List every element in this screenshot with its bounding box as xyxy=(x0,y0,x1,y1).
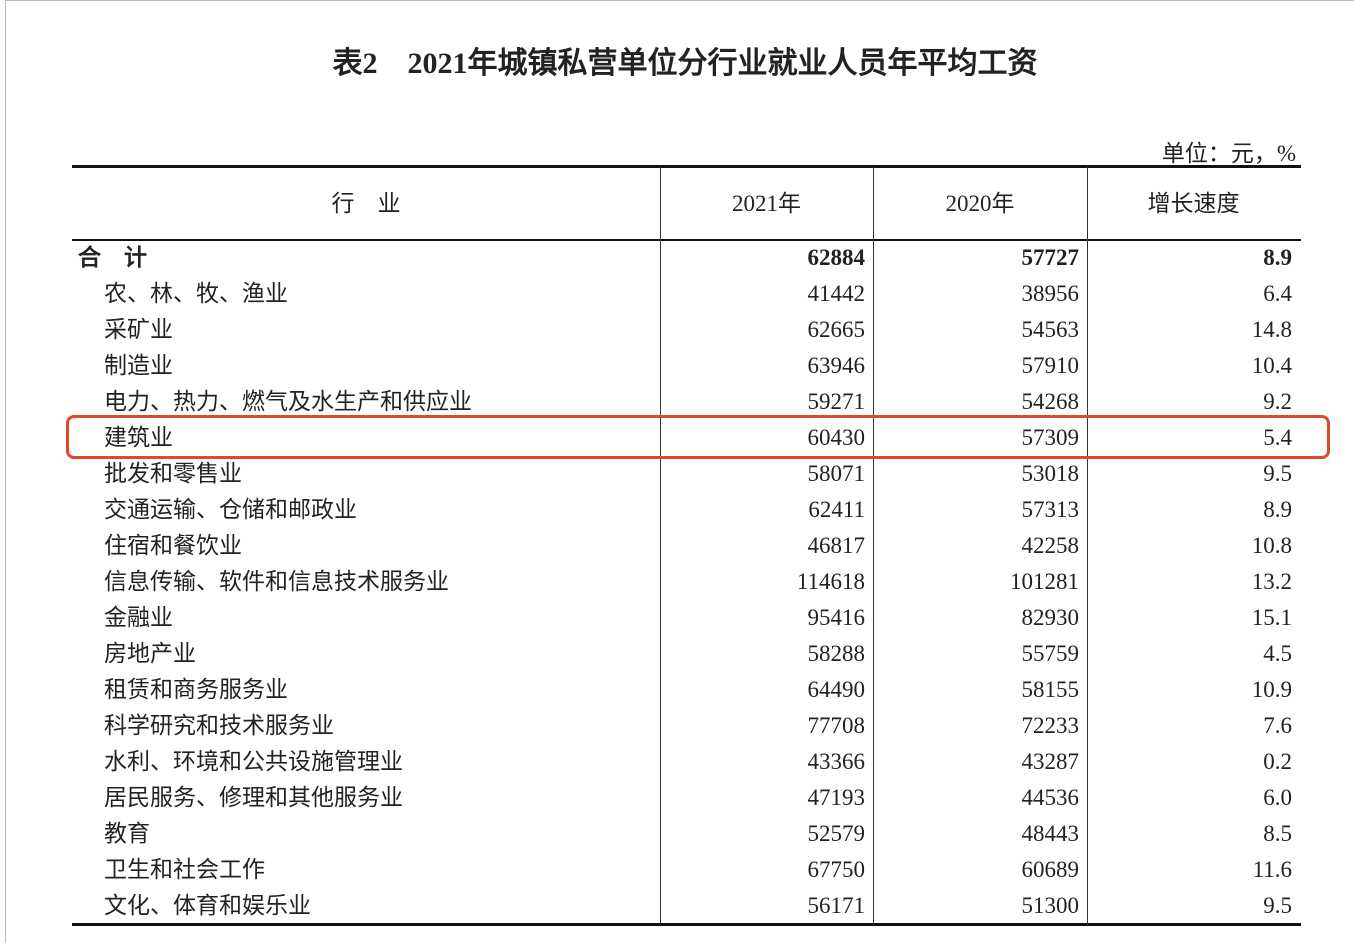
value-cell: 53018 xyxy=(1021,461,1080,486)
industry-cell: 住宿和餐饮业 xyxy=(104,533,242,558)
value-cell: 52579 xyxy=(807,821,866,846)
value-cell: 10.9 xyxy=(1251,677,1292,702)
value-cell: 57910 xyxy=(1021,353,1080,378)
table-top-rule xyxy=(72,165,1301,168)
value-cell: 38956 xyxy=(1021,281,1080,306)
industry-cell: 合 计 xyxy=(78,245,147,270)
header-cell: 2020年 xyxy=(945,191,1015,216)
value-cell: 95416 xyxy=(807,605,866,630)
value-cell: 62665 xyxy=(807,317,866,342)
value-cell: 60430 xyxy=(807,425,866,450)
value-cell: 10.4 xyxy=(1251,353,1292,378)
value-cell: 7.6 xyxy=(1263,713,1292,738)
value-cell: 48443 xyxy=(1021,821,1080,846)
value-cell: 11.6 xyxy=(1252,857,1292,882)
industry-cell: 教育 xyxy=(104,821,150,846)
value-cell: 114618 xyxy=(796,569,865,594)
value-cell: 60689 xyxy=(1021,857,1080,882)
value-cell: 9.5 xyxy=(1263,461,1292,486)
value-cell: 46817 xyxy=(807,533,866,558)
value-cell: 58155 xyxy=(1021,677,1080,702)
industry-cell: 电力、热力、燃气及水生产和供应业 xyxy=(104,389,472,414)
value-cell: 43287 xyxy=(1021,749,1080,774)
title: 表2 2021年城镇私营单位分行业就业人员年平均工资 xyxy=(332,47,1038,80)
industry-cell: 信息传输、软件和信息技术服务业 xyxy=(104,569,449,594)
value-cell: 4.5 xyxy=(1263,641,1292,666)
table-bottom-rule xyxy=(72,923,1301,926)
industry-cell: 租赁和商务服务业 xyxy=(104,677,288,702)
value-cell: 62411 xyxy=(808,497,865,522)
value-cell: 14.8 xyxy=(1251,317,1292,342)
value-cell: 47193 xyxy=(807,785,866,810)
value-cell: 101281 xyxy=(1010,569,1079,594)
value-cell: 9.5 xyxy=(1263,893,1292,918)
value-cell: 5.4 xyxy=(1263,425,1292,450)
column-rule xyxy=(1087,167,1088,925)
page-frame xyxy=(5,0,1354,943)
industry-cell: 居民服务、修理和其他服务业 xyxy=(104,785,403,810)
industry-cell: 金融业 xyxy=(104,605,173,630)
value-cell: 15.1 xyxy=(1251,605,1292,630)
value-cell: 72233 xyxy=(1021,713,1080,738)
value-cell: 77708 xyxy=(807,713,866,738)
value-cell: 62884 xyxy=(807,245,866,270)
column-rule xyxy=(873,167,874,925)
industry-cell: 批发和零售业 xyxy=(104,461,242,486)
value-cell: 6.4 xyxy=(1263,281,1292,306)
industry-cell: 交通运输、仓储和邮政业 xyxy=(104,497,357,522)
header-cell: 行 业 xyxy=(331,191,401,216)
value-cell: 8.9 xyxy=(1263,497,1292,522)
value-cell: 63946 xyxy=(807,353,866,378)
industry-cell: 建筑业 xyxy=(104,425,173,450)
highlight-box xyxy=(66,415,1330,459)
value-cell: 58071 xyxy=(807,461,866,486)
value-cell: 42258 xyxy=(1021,533,1080,558)
value-cell: 54268 xyxy=(1021,389,1080,414)
header-cell: 增长速度 xyxy=(1147,191,1240,216)
value-cell: 58288 xyxy=(807,641,866,666)
value-cell: 0.2 xyxy=(1263,749,1292,774)
value-cell: 6.0 xyxy=(1263,785,1292,810)
value-cell: 8.9 xyxy=(1263,245,1292,270)
value-cell: 44536 xyxy=(1021,785,1080,810)
value-cell: 9.2 xyxy=(1263,389,1292,414)
industry-cell: 农、林、牧、渔业 xyxy=(104,281,288,306)
header-cell: 2021年 xyxy=(732,191,801,216)
industry-cell: 文化、体育和娱乐业 xyxy=(104,893,311,918)
industry-cell: 制造业 xyxy=(104,353,173,378)
value-cell: 10.8 xyxy=(1251,533,1292,558)
value-cell: 82930 xyxy=(1021,605,1080,630)
unit: 单位：元，% xyxy=(1161,141,1296,166)
value-cell: 43366 xyxy=(807,749,866,774)
value-cell: 54563 xyxy=(1021,317,1080,342)
value-cell: 51300 xyxy=(1021,893,1080,918)
value-cell: 57727 xyxy=(1021,245,1080,270)
value-cell: 64490 xyxy=(807,677,866,702)
industry-cell: 房地产业 xyxy=(104,641,196,666)
value-cell: 67750 xyxy=(807,857,866,882)
value-cell: 13.2 xyxy=(1251,569,1292,594)
value-cell: 56171 xyxy=(807,893,866,918)
value-cell: 59271 xyxy=(807,389,866,414)
industry-cell: 采矿业 xyxy=(104,317,173,342)
industry-cell: 科学研究和技术服务业 xyxy=(104,713,334,738)
header-rule xyxy=(72,239,1301,241)
column-rule xyxy=(660,167,661,925)
value-cell: 57313 xyxy=(1021,497,1080,522)
value-cell: 55759 xyxy=(1021,641,1080,666)
value-cell: 41442 xyxy=(807,281,866,306)
value-cell: 8.5 xyxy=(1263,821,1292,846)
value-cell: 57309 xyxy=(1021,425,1080,450)
industry-cell: 卫生和社会工作 xyxy=(104,857,265,882)
industry-cell: 水利、环境和公共设施管理业 xyxy=(104,749,403,774)
